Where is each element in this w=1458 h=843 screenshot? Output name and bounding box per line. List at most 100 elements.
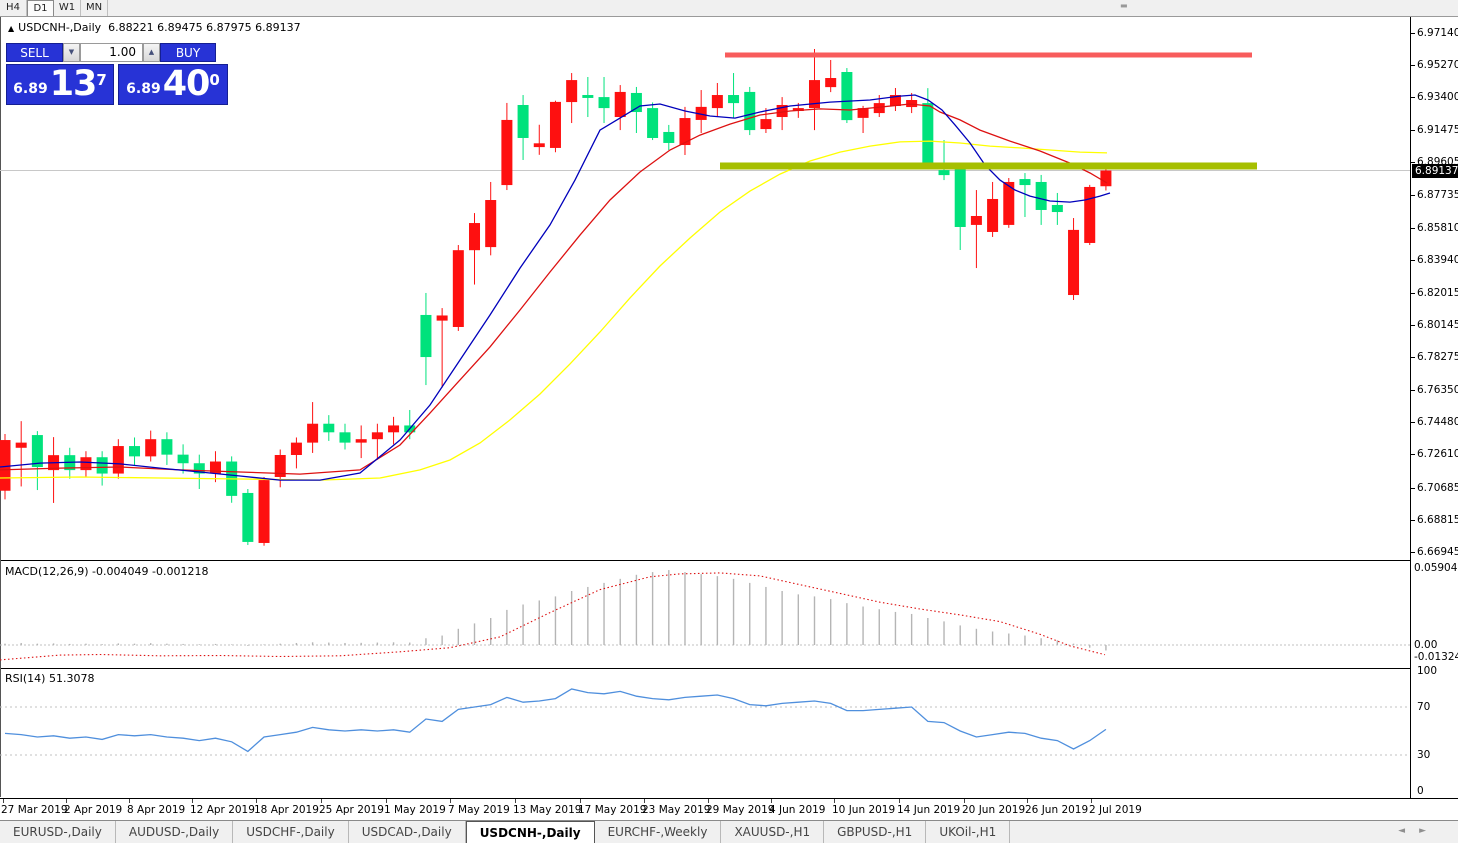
date-tick-mark <box>771 799 772 803</box>
rsi-axis-label: 70 <box>1417 701 1431 713</box>
symbol-info-bar: ▲ USDCNH-,Daily 6.88221 6.89475 6.87975 6… <box>8 21 301 34</box>
price-tick-label: 6.72610 <box>1417 448 1458 461</box>
price-tick-mark <box>1411 33 1415 34</box>
volume-input[interactable]: 1.00 <box>80 43 143 62</box>
volume-increase-button[interactable]: ▲ <box>143 43 160 62</box>
date-label: 25 Apr 2019 <box>319 804 384 816</box>
sell-button[interactable]: SELL <box>6 43 63 62</box>
price-tick-mark <box>1411 487 1415 489</box>
price-tick-mark <box>1411 97 1415 99</box>
date-label: 2 Apr 2019 <box>64 804 123 816</box>
volume-decrease-button[interactable]: ▼ <box>63 43 80 62</box>
price-axis[interactable]: 6.97140 6.95270 6.93400 6.91475 6.89605 6.877… <box>1410 17 1458 798</box>
timeframe-button-mn[interactable]: MN <box>81 0 108 16</box>
tab-eurusd-daily[interactable]: EURUSD-,Daily <box>0 821 116 843</box>
price-tick-label: 6.95270 <box>1417 59 1458 72</box>
date-label: 13 May 2019 <box>513 804 582 816</box>
price-tick-label: 6.91475 <box>1417 124 1458 137</box>
price-tick-label: 6.76350 <box>1417 384 1458 397</box>
tab-scroll-buttons[interactable]: ◄► <box>1398 826 1440 836</box>
date-label: 14 Jun 2019 <box>897 804 961 816</box>
date-label: 2 Jul 2019 <box>1089 804 1142 816</box>
price-tick-mark <box>1411 454 1415 456</box>
price-tick-label: 6.87735 <box>1417 188 1458 201</box>
price-tick-mark <box>1411 422 1415 424</box>
date-tick-mark <box>580 799 581 803</box>
price-tick-mark <box>1411 130 1415 132</box>
macd-indicator-label: MACD(12,26,9) -0.004049 -0.001218 <box>5 565 208 578</box>
date-label: 4 Jun 2019 <box>769 804 826 816</box>
collapse-arrow-icon[interactable]: ▲ <box>8 24 15 33</box>
chart-window-controls[interactable]: ▬ <box>1120 1 1128 10</box>
date-label: 10 Jun 2019 <box>832 804 896 816</box>
buy-price-display[interactable]: 6.89 40 0 <box>118 64 228 105</box>
timeframe-button-d1[interactable]: D1 <box>27 0 54 16</box>
date-tick-mark <box>834 799 835 803</box>
price-tick-mark <box>1411 357 1415 359</box>
price-tick-label: 6.83940 <box>1417 253 1458 266</box>
buy-price-prefix: 6.89 <box>126 81 161 97</box>
date-tick-mark <box>644 799 645 803</box>
rsi-indicator-label: RSI(14) 51.3078 <box>5 672 94 685</box>
buy-button[interactable]: BUY <box>160 43 216 62</box>
timeframe-button-w1[interactable]: W1 <box>54 0 81 16</box>
date-tick-mark <box>964 799 965 803</box>
date-tick-mark <box>192 799 193 803</box>
rsi-axis-label: 100 <box>1417 665 1438 677</box>
date-label: 26 Jun 2019 <box>1025 804 1089 816</box>
date-tick-mark <box>708 799 709 803</box>
date-label: 17 May 2019 <box>578 804 647 816</box>
date-label: 18 Apr 2019 <box>254 804 319 816</box>
price-tick-label: 6.74480 <box>1417 416 1458 429</box>
date-tick-mark <box>515 799 516 803</box>
buy-price-big: 40 <box>162 64 211 104</box>
timeframe-button-h4[interactable]: H4 <box>0 0 27 16</box>
price-tick-mark <box>1411 259 1415 261</box>
price-tick-mark <box>1411 162 1415 164</box>
date-label: 8 Apr 2019 <box>127 804 186 816</box>
macd-axis-label: -0.013246 <box>1414 651 1458 663</box>
price-tick-mark <box>1411 551 1415 553</box>
tab-usdchf-daily[interactable]: USDCHF-,Daily <box>233 821 349 843</box>
date-label: 29 May 2019 <box>706 804 775 816</box>
date-label: 7 May 2019 <box>448 804 510 816</box>
price-tick-mark <box>1411 227 1415 229</box>
tab-usdcad-daily[interactable]: USDCAD-,Daily <box>349 821 466 843</box>
tab-xauusd-h1[interactable]: XAUUSD-,H1 <box>721 821 825 843</box>
date-tick-mark <box>256 799 257 803</box>
price-tick-label: 6.97140 <box>1417 27 1458 39</box>
sell-price-prefix: 6.89 <box>13 81 48 97</box>
date-tick-mark <box>1027 799 1028 803</box>
date-axis[interactable]: 27 Mar 2019 2 Apr 2019 8 Apr 2019 12 Apr 20… <box>0 798 1458 820</box>
candlestick-chart[interactable] <box>0 17 1410 798</box>
tab-eurchf-weekly[interactable]: EURCHF-,Weekly <box>595 821 722 843</box>
tab-gbpusd-h1[interactable]: GBPUSD-,H1 <box>824 821 927 843</box>
price-tick-mark <box>1411 65 1415 67</box>
price-tick-mark <box>1411 519 1415 521</box>
current-price-tag: 6.89137 <box>1412 163 1458 178</box>
price-tick-label: 6.80145 <box>1417 319 1458 331</box>
macd-name: MACD(12,26,9) <box>5 565 89 578</box>
price-tick-label: 6.70685 <box>1417 481 1458 494</box>
date-tick-mark <box>386 799 387 803</box>
macd-axis-label: 0.059048 <box>1414 562 1458 574</box>
macd-axis-label: 0.00 <box>1414 639 1438 651</box>
date-tick-mark <box>321 799 322 803</box>
price-tick-label: 6.93400 <box>1417 91 1458 104</box>
sell-price-big: 13 <box>49 64 98 104</box>
tab-audusd-daily[interactable]: AUDUSD-,Daily <box>116 821 234 843</box>
tab-ukoil-h1[interactable]: UKOil-,H1 <box>926 821 1011 843</box>
timeframe-toolbar: H4 D1 W1 MN <box>0 0 1458 17</box>
price-tick-mark <box>1411 292 1415 294</box>
price-tick-mark <box>1411 390 1415 392</box>
macd-values: -0.004049 -0.001218 <box>92 565 209 578</box>
buy-price-sup: 0 <box>209 71 220 89</box>
tab-scroll-left-icon[interactable]: ◄ <box>1398 826 1420 836</box>
price-tick-mark <box>1411 325 1415 326</box>
price-tick-mark <box>1411 194 1415 196</box>
sell-price-display[interactable]: 6.89 13 7 <box>6 64 114 105</box>
price-tick-label: 6.68815 <box>1417 513 1458 526</box>
tab-usdcnh-daily[interactable]: USDCNH-,Daily <box>465 821 595 843</box>
tab-scroll-right-icon[interactable]: ► <box>1419 826 1440 836</box>
